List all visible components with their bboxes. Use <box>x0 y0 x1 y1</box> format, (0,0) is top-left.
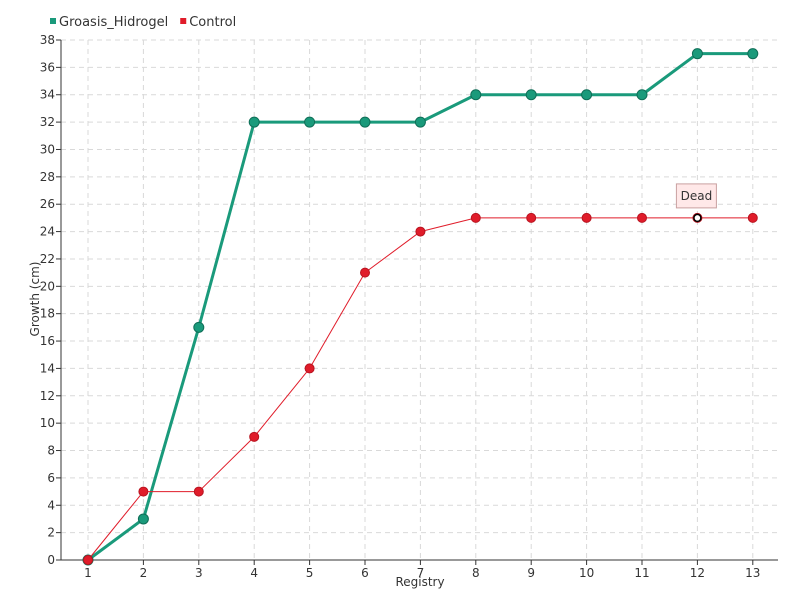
data-point <box>248 116 260 128</box>
x-tick-label: 7 <box>417 566 425 580</box>
y-tick-label: 0 <box>47 553 55 567</box>
data-point <box>747 212 758 223</box>
x-tick-label: 8 <box>472 566 480 580</box>
series-lines <box>82 48 759 566</box>
y-tick-label: 2 <box>47 526 55 540</box>
legend-item: Control <box>180 15 236 30</box>
y-tick-label: 26 <box>40 197 55 211</box>
data-point <box>637 212 647 223</box>
data-point <box>414 116 426 128</box>
data-point <box>360 267 370 278</box>
x-tick-label: 12 <box>690 566 705 580</box>
y-tick-label: 24 <box>40 225 55 239</box>
annotation-label: Dead <box>681 189 713 203</box>
y-tick-label: 6 <box>47 471 55 485</box>
legend-swatch <box>180 18 187 24</box>
y-tick-label: 16 <box>40 334 55 348</box>
data-point <box>304 363 315 374</box>
y-tick-label: 20 <box>40 279 55 293</box>
x-tick-label: 13 <box>745 566 760 580</box>
x-tick-label: 10 <box>579 566 594 580</box>
data-point <box>581 212 592 223</box>
annotation-marker <box>693 213 702 223</box>
data-point <box>193 321 205 333</box>
legend-label: Groasis_Hidrogel <box>59 15 168 30</box>
y-tick-label: 14 <box>40 361 55 375</box>
legend-swatch <box>50 18 56 24</box>
series-groasis-hidrogel <box>82 48 759 566</box>
x-axis-title: Registry <box>395 575 444 589</box>
x-tick-label: 5 <box>306 566 314 580</box>
data-point <box>249 431 260 442</box>
data-point <box>747 48 759 60</box>
y-tick-label: 4 <box>47 498 55 512</box>
legend: Groasis_Hidrogel Control <box>50 15 236 30</box>
x-tick-label: 3 <box>195 566 203 580</box>
y-tick-label: 10 <box>40 416 55 430</box>
annotation-box <box>675 183 717 209</box>
y-tick-label: 30 <box>40 142 55 156</box>
data-point <box>304 116 316 128</box>
legend-label: Control <box>189 15 236 30</box>
data-point <box>415 226 426 237</box>
data-point <box>137 513 149 525</box>
grid <box>61 39 778 560</box>
data-point <box>581 89 593 101</box>
series-control <box>83 212 758 565</box>
data-point <box>636 89 648 101</box>
y-axis-title: Growth (cm) <box>28 262 42 337</box>
data-point <box>359 116 371 128</box>
x-tick-label: 9 <box>527 566 535 580</box>
x-tick-label: 1 <box>84 566 92 580</box>
data-point <box>691 48 703 60</box>
y-tick-label: 12 <box>40 389 55 403</box>
data-point <box>193 486 204 497</box>
annotation: Dead <box>675 183 717 223</box>
y-tick-label: 34 <box>40 88 55 102</box>
data-point <box>83 555 93 565</box>
y-tick-label: 18 <box>40 307 55 321</box>
y-tick-label: 32 <box>40 115 55 129</box>
y-tick-label: 28 <box>40 170 55 184</box>
data-point <box>526 212 537 223</box>
x-tick-label: 11 <box>634 566 649 580</box>
annotations: Dead <box>675 183 717 223</box>
x-tick-label: 6 <box>361 566 369 580</box>
data-point <box>138 486 149 497</box>
data-point <box>470 212 481 223</box>
y-tick-label: 22 <box>40 252 55 266</box>
y-tick-label: 36 <box>40 60 55 74</box>
legend-item: Groasis_Hidrogel <box>50 15 168 30</box>
data-point <box>525 89 537 101</box>
data-point <box>470 89 482 101</box>
x-tick-label: 4 <box>250 566 258 580</box>
y-tick-label: 8 <box>47 444 55 458</box>
y-tick-label: 38 <box>40 33 55 47</box>
x-tick-label: 2 <box>140 566 148 580</box>
